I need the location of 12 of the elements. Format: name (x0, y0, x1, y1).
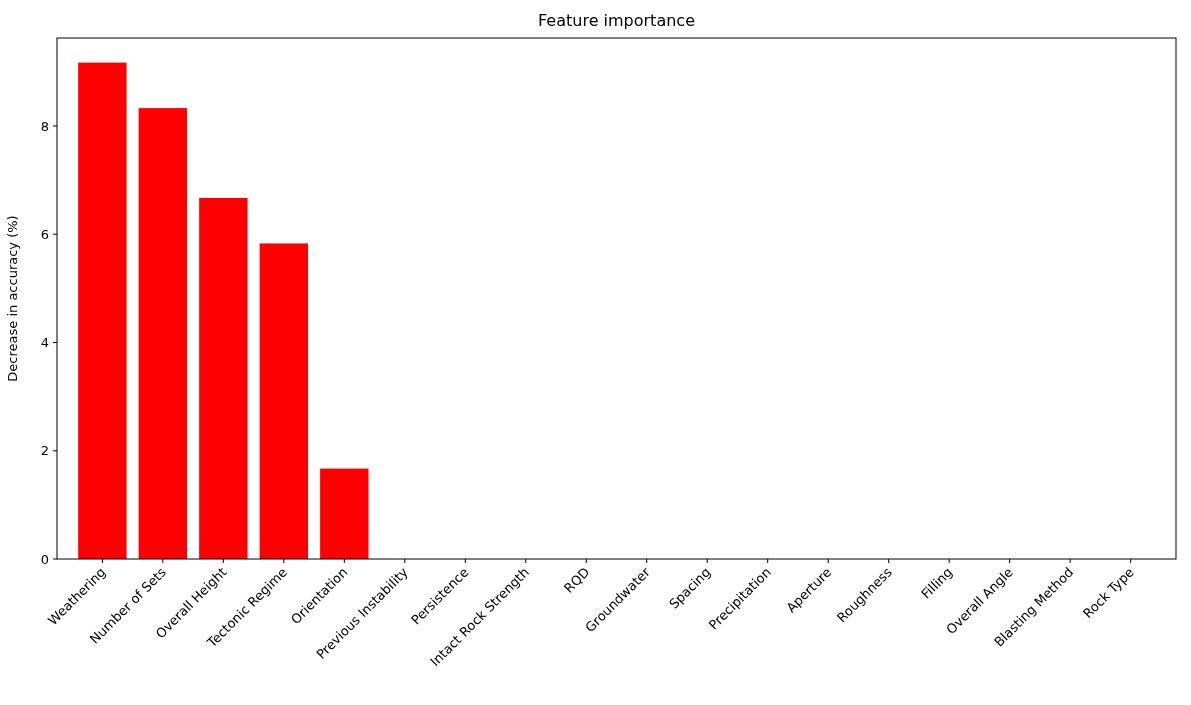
y-tick-label: 4 (40, 335, 49, 351)
y-tick-label: 8 (40, 118, 49, 134)
bar (199, 197, 248, 559)
y-tick-label: 0 (40, 551, 49, 567)
bar (78, 62, 127, 559)
bar (259, 243, 309, 559)
y-tick-label: 2 (40, 443, 49, 459)
bar (138, 108, 188, 559)
y-tick-label: 6 (40, 226, 49, 242)
chart-title: Feature importance (538, 11, 695, 30)
y-axis-title: Decrease in accuracy (%) (5, 215, 20, 382)
bar (320, 468, 369, 559)
